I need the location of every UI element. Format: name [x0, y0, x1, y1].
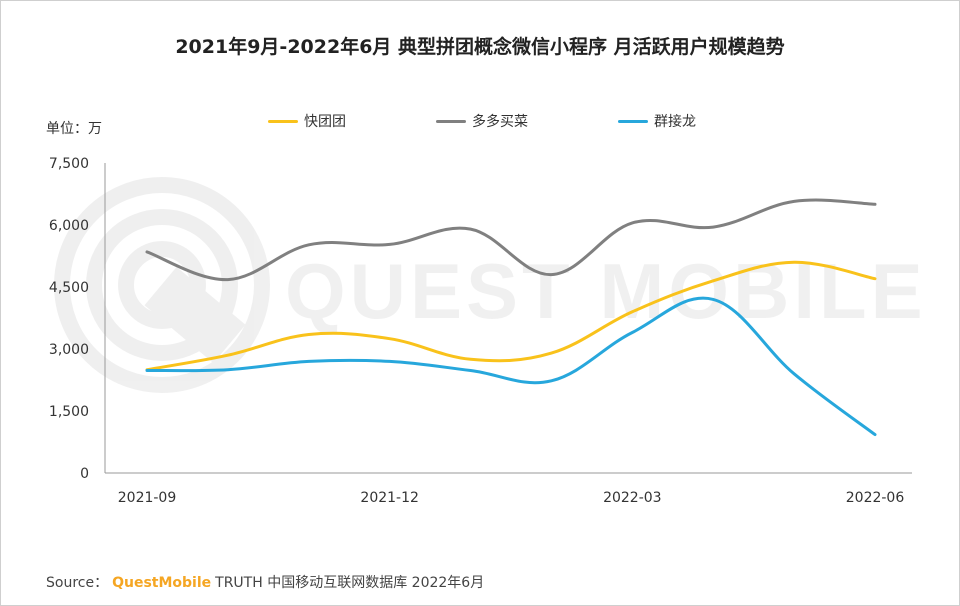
y-tick-label: 6,000 — [49, 218, 89, 234]
watermark-logo-icon — [54, 177, 270, 393]
x-tick-label: 2022-03 — [603, 490, 662, 506]
source-footer: Source： QuestMobile TRUTH 中国移动互联网数据库 2022年… — [46, 572, 484, 592]
legend-label-qunjielong: 群接龙 — [654, 114, 696, 130]
y-tick-label: 7,500 — [49, 156, 89, 172]
x-tick-label: 2021-12 — [360, 490, 419, 506]
x-tick-label: 2021-09 — [118, 490, 177, 506]
x-tick-label: 2022-06 — [846, 490, 905, 506]
legend-swatch-qunjielong — [618, 119, 648, 123]
series-line-2 — [145, 198, 877, 282]
legend-label-kuaituantuan: 快团团 — [304, 114, 346, 130]
series-lines — [145, 198, 877, 437]
y-tick-label: 4,500 — [49, 280, 89, 296]
y-axis-unit-label: 单位：万 — [46, 121, 102, 137]
brand-name: QuestMobile — [112, 575, 212, 591]
legend-swatch-kuaituantuan — [268, 119, 298, 123]
legend-item-qunjielong: 群接龙 — [618, 111, 696, 131]
legend: 快团团 多多买菜 群接龙 — [0, 111, 960, 131]
legend-item-kuaituantuan: 快团团 — [268, 111, 346, 131]
legend-item-duoduomaicai: 多多买菜 — [436, 111, 528, 131]
y-axis-ticks: 0 1,500 3,000 4,500 6,000 7,500 — [49, 156, 89, 482]
watermark-text: QUEST MOBILE — [285, 247, 927, 335]
chart-axes — [104, 163, 912, 474]
source-text: TRUTH 中国移动互联网数据库 2022年6月 — [215, 575, 485, 591]
series-line-1 — [145, 260, 877, 372]
x-axis-ticks: 2021-09 2021-12 2022-03 2022-06 — [118, 490, 905, 506]
y-tick-label: 3,000 — [49, 342, 89, 358]
y-tick-label: 1,500 — [49, 404, 89, 420]
legend-swatch-duoduomaicai — [436, 119, 466, 123]
chart-title: 2021年9月-2022年6月 典型拼团概念微信小程序 月活跃用户规模趋势 — [175, 36, 785, 58]
legend-label-duoduomaicai: 多多买菜 — [472, 114, 528, 130]
series-line-3 — [145, 296, 877, 437]
source-label: Source： — [46, 575, 109, 591]
y-tick-label: 0 — [80, 466, 89, 482]
